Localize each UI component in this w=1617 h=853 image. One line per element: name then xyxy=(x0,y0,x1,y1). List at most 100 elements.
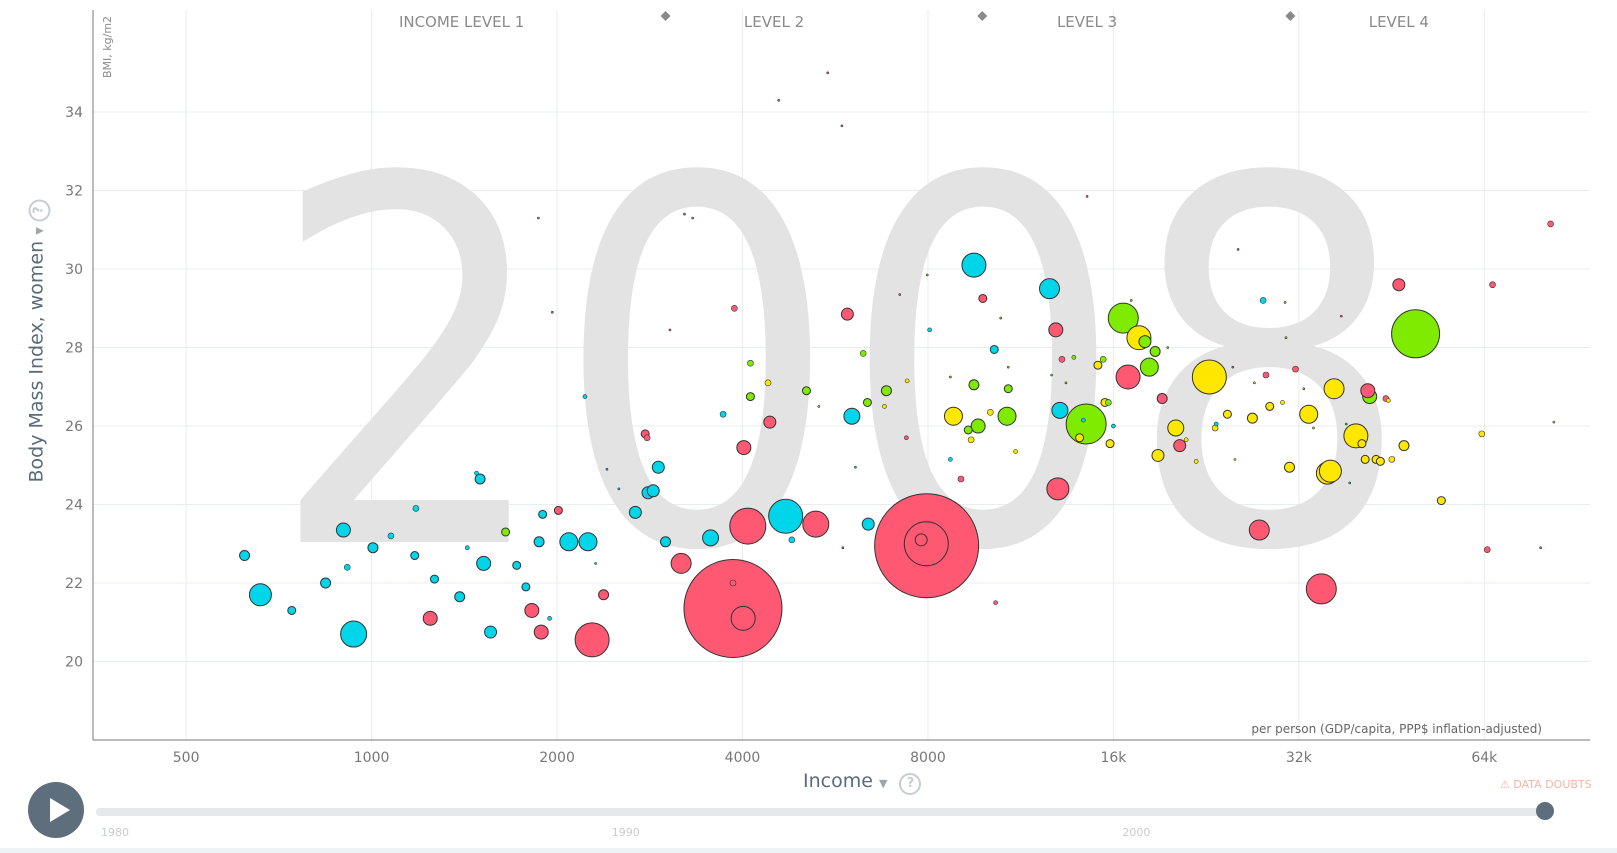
y-axis-selector[interactable]: Body Mass Index, women ▼ ? xyxy=(26,199,51,483)
bubble xyxy=(578,532,598,552)
bubble xyxy=(1385,398,1391,403)
bubble xyxy=(763,415,777,429)
y-unit-label: BMI, kg/m2 xyxy=(101,16,114,78)
bubble xyxy=(248,583,272,607)
bubble xyxy=(747,359,754,367)
bubble xyxy=(1167,419,1185,437)
bubble xyxy=(1107,302,1139,334)
bubble xyxy=(1312,426,1315,430)
bubble xyxy=(651,460,665,474)
bubble xyxy=(1283,301,1287,304)
bubble xyxy=(729,579,737,587)
y-help-icon[interactable]: ? xyxy=(28,199,51,222)
bubble xyxy=(745,392,755,402)
bubble xyxy=(1318,459,1342,483)
bubble xyxy=(1081,417,1086,423)
bubble xyxy=(841,546,845,549)
y-tick-label: 20 xyxy=(65,655,83,671)
bubble xyxy=(464,545,470,550)
bubble xyxy=(524,602,540,618)
bubble xyxy=(320,577,332,589)
bubble xyxy=(512,560,522,570)
bubble xyxy=(817,405,821,408)
bubble xyxy=(1547,220,1554,228)
bubble xyxy=(1539,546,1542,549)
bubble xyxy=(1236,248,1240,251)
data-doubts-link[interactable]: ⚠ DATA DOUBTS xyxy=(1500,778,1592,791)
bubble xyxy=(764,379,772,387)
bubble xyxy=(594,562,597,565)
bubble xyxy=(1360,454,1370,464)
bubble xyxy=(989,344,999,354)
bubble xyxy=(777,98,781,102)
bubble xyxy=(970,418,986,434)
bubble xyxy=(1129,299,1133,302)
bubble xyxy=(1478,430,1486,438)
bubble xyxy=(1391,309,1441,359)
bubble xyxy=(501,527,511,537)
bubble xyxy=(454,591,466,603)
x-axis-selector[interactable]: Income ▼ ? xyxy=(803,770,922,795)
x-tick-label: 4000 xyxy=(725,750,761,766)
timeline-handle[interactable] xyxy=(1536,802,1554,820)
bubble xyxy=(668,328,672,332)
bubble xyxy=(1436,496,1446,506)
bubble xyxy=(736,440,752,456)
y-tick-label: 34 xyxy=(65,105,83,121)
bubble xyxy=(1388,456,1396,463)
bubble xyxy=(1058,356,1066,363)
year-watermark: 2008 xyxy=(268,74,1413,662)
bubble xyxy=(239,550,251,562)
x-help-icon[interactable]: ? xyxy=(899,773,922,795)
bubble xyxy=(1213,421,1219,427)
x-tick-label: 64k xyxy=(1471,750,1498,766)
bubble xyxy=(340,620,368,648)
bubble xyxy=(1222,409,1232,419)
bubble xyxy=(335,522,351,538)
bubble xyxy=(533,536,545,548)
x-tick-label: 16k xyxy=(1100,750,1127,766)
bubble xyxy=(1051,401,1069,419)
bubble xyxy=(1151,448,1165,462)
bubble xyxy=(1302,387,1306,391)
bubble xyxy=(1156,393,1168,405)
bubble xyxy=(967,436,975,444)
bubble xyxy=(521,582,531,592)
bubble xyxy=(1348,481,1352,485)
bubble xyxy=(1483,546,1491,553)
bubble xyxy=(1139,357,1159,377)
bubble xyxy=(574,622,610,658)
bubble xyxy=(1253,381,1256,385)
bubble xyxy=(826,71,830,75)
bubble xyxy=(1115,364,1141,390)
bubble xyxy=(978,293,988,303)
bubble xyxy=(1360,383,1376,399)
level-boundary-marker xyxy=(977,11,988,21)
bubble xyxy=(1552,420,1556,424)
bubble xyxy=(1138,335,1152,349)
bubble xyxy=(801,386,811,396)
timeline-label: 2000 xyxy=(1122,826,1151,839)
bubble xyxy=(862,397,872,407)
bubble xyxy=(1375,456,1385,466)
play-button[interactable] xyxy=(28,782,84,838)
bubble xyxy=(997,406,1017,426)
bubble xyxy=(702,529,720,547)
bubble xyxy=(287,605,297,615)
income-level-label: LEVEL 2 xyxy=(744,13,804,31)
bubble xyxy=(683,559,783,659)
bubble xyxy=(422,610,438,626)
bubble xyxy=(553,505,563,515)
bubble xyxy=(1284,461,1296,473)
bubble xyxy=(538,509,548,519)
y-tick-label: 26 xyxy=(65,419,83,435)
timeline-track[interactable] xyxy=(96,808,1541,816)
bubble xyxy=(1038,278,1060,300)
bubble xyxy=(547,616,552,621)
bubble xyxy=(968,379,980,391)
bubble xyxy=(429,574,439,584)
bubble xyxy=(788,536,796,544)
bubble xyxy=(898,293,902,296)
chevron-down-icon: ▼ xyxy=(34,227,46,235)
